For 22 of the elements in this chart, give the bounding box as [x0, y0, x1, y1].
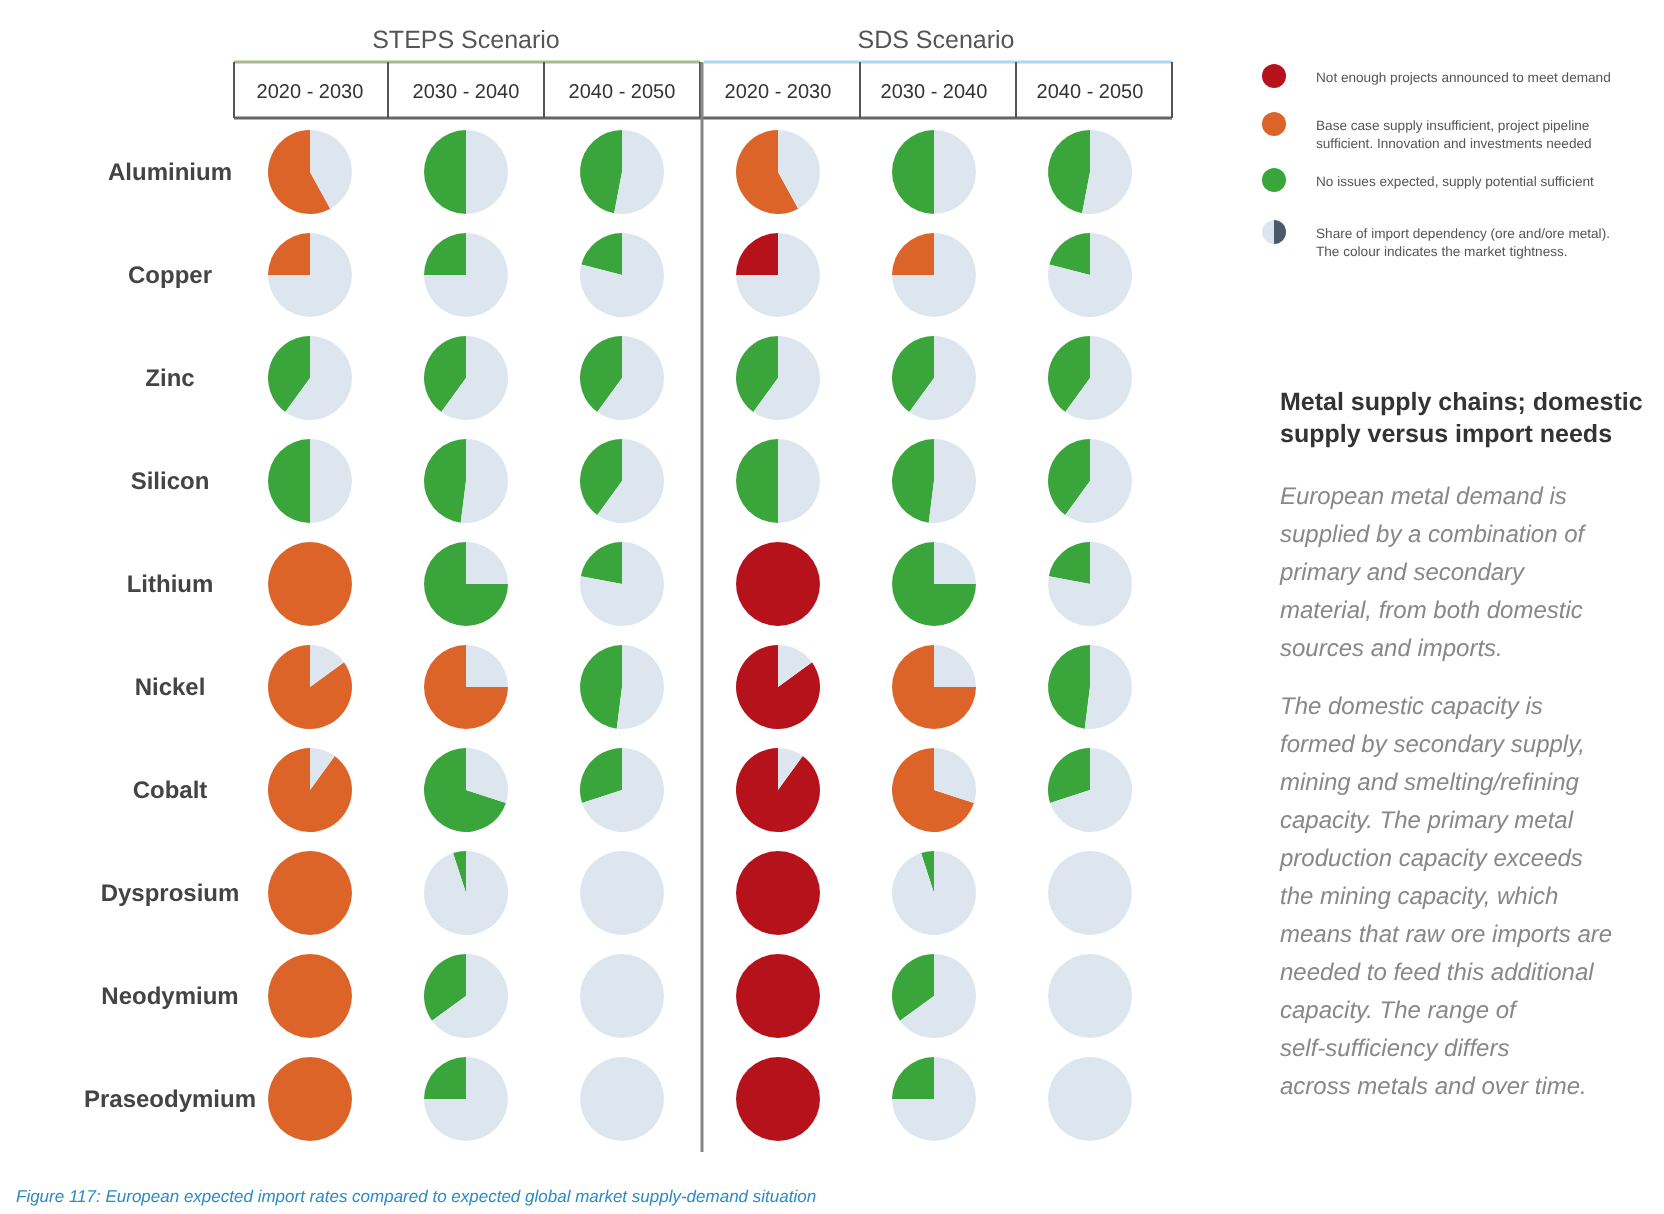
text: The domestic capacity is formed by secondary supply, mining and smelting/refining capacity. The primary metal production capacity exceeds the mining capacity, which means that raw ore imports are needed to feed this additional capacity. The range of self-sufficiency differs across metals and over time. — [1280, 692, 1613, 1100]
text: 2040 - 2050 — [568, 82, 677, 104]
text: STEPS Scenario — [372, 26, 560, 54]
text: Metal supply chains; domestic supply versus import needs — [1280, 388, 1643, 448]
text: 2020 - 2030 — [256, 82, 365, 104]
text: Dysprosium — [100, 879, 240, 907]
text: Nickel — [134, 673, 206, 701]
text: Zinc — [145, 364, 196, 392]
text: 2030 - 2040 — [880, 82, 989, 104]
text: SDS Scenario — [857, 26, 1015, 54]
text: 2030 - 2040 — [412, 82, 521, 104]
text: Praseodymium — [83, 1085, 257, 1113]
text: Silicon — [130, 467, 210, 495]
text: 2040 - 2050 — [1036, 82, 1145, 104]
text: 2020 - 2030 — [724, 82, 833, 104]
text: Neodymium — [101, 982, 239, 1010]
text: Lithium — [126, 570, 214, 598]
text: Copper — [128, 261, 213, 289]
text: Cobalt — [132, 776, 208, 804]
text: Aluminium — [108, 158, 232, 186]
text: European metal demand is supplied by a combination of primary and secondary material, from both domestic sources and imports. — [1278, 482, 1588, 662]
caption: Figure 117: European expected import rates compared to expected global market supply-demand situation — [16, 1186, 817, 1206]
